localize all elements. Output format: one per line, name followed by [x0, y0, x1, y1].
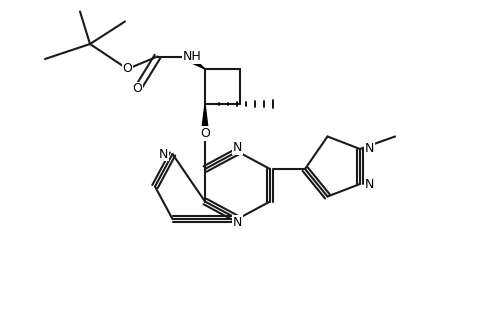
Text: O: O [122, 62, 132, 75]
Polygon shape [184, 53, 205, 69]
Text: O: O [132, 83, 142, 95]
Text: N: N [233, 141, 242, 154]
Text: N: N [365, 143, 374, 155]
Text: N: N [159, 148, 168, 160]
Text: N: N [233, 216, 242, 229]
Text: O: O [200, 127, 210, 140]
Text: NH: NH [183, 50, 202, 63]
Polygon shape [202, 104, 208, 133]
Text: N: N [365, 177, 374, 191]
